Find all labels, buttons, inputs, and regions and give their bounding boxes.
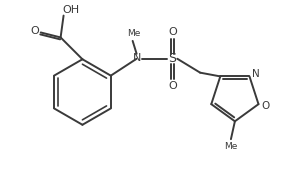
Text: O: O <box>30 26 39 36</box>
Text: O: O <box>168 27 177 37</box>
Text: N: N <box>132 53 141 63</box>
Text: O: O <box>261 101 270 111</box>
Text: N: N <box>252 69 259 79</box>
Text: O: O <box>168 81 177 91</box>
Text: Me: Me <box>224 142 238 151</box>
Text: S: S <box>168 52 176 65</box>
Text: Me: Me <box>127 29 140 38</box>
Text: OH: OH <box>62 5 79 15</box>
